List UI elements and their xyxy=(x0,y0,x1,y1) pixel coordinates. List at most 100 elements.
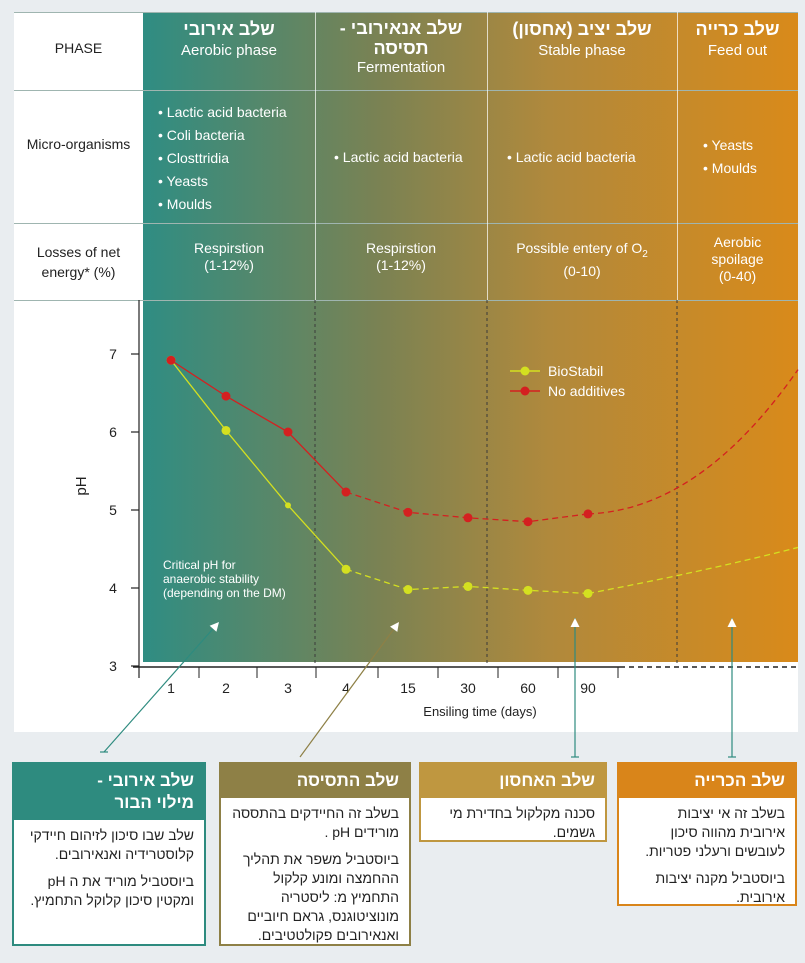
phase-box-body: שלב שבו סיכון לזיהום חיידקי קלוסטרידיה ו… xyxy=(14,820,204,924)
loss-label: Respirstion xyxy=(365,240,437,256)
loss-range: (0-40) xyxy=(718,268,757,284)
critical-ph-annotation: (depending on the DM) xyxy=(163,586,286,600)
loss-range: (1-12%) xyxy=(204,257,254,273)
y-tick-label: 5 xyxy=(109,502,117,518)
micro-item: • Moulds xyxy=(158,196,212,212)
phase-title-en: Aerobic phase xyxy=(181,42,277,59)
series-line-biostabil xyxy=(170,359,347,570)
phase-box-title-line2: מילוי הבור xyxy=(114,793,194,812)
data-point xyxy=(403,585,413,595)
column-divider xyxy=(315,12,316,300)
phase-title-he: שלב כרייה xyxy=(695,19,780,39)
y-tick-label: 7 xyxy=(109,346,117,362)
arrow-head xyxy=(209,622,219,632)
phase-box-text: שלב שבו סיכון לזיהום חיידקי קלוסטרידיה ו… xyxy=(29,827,194,862)
x-tick-label: 3 xyxy=(284,680,292,696)
table-border-top xyxy=(14,12,798,13)
phase-title-he: שלב יציב (אחסון) xyxy=(512,19,652,39)
arrow-aerobic xyxy=(103,621,220,753)
x-tick-label: 15 xyxy=(400,680,416,696)
x-tick-label: 1 xyxy=(167,680,175,696)
phase-title-he-line2: תסיסה xyxy=(373,38,429,58)
phase-box-text: ביוסטביל מוריד את ה pH ומקטין סיכון קלוק… xyxy=(30,873,194,908)
phase-title-he: שלב אירובי xyxy=(183,19,275,39)
phase-box-aerobic: שלב אירובי - מילוי הבור שלב שבו סיכון לז… xyxy=(12,762,206,946)
y-tick-label: 3 xyxy=(109,658,117,674)
row-label-losses-line2: energy* (%) xyxy=(41,264,116,280)
phase-box-body: בשלב זה אי יציבות אירובית מהווה סיכון לע… xyxy=(619,798,795,921)
column-divider xyxy=(677,12,678,300)
loss-label-text: Possible entery of O xyxy=(516,240,643,256)
phase-box-fermentation: שלב התסיסה בשלב זה החיידקים בהתססה מוריד… xyxy=(219,762,411,946)
data-point xyxy=(403,507,413,517)
phase-title-en: Fermentation xyxy=(356,59,446,76)
phase-box-text: בשלב זה אי יציבות אירובית מהווה סיכון לע… xyxy=(645,805,785,859)
series-continuation xyxy=(587,369,799,515)
loss-label-line2: spoilage xyxy=(711,251,764,267)
micro-item: • Lactic acid bacteria xyxy=(334,149,463,165)
y-axis-label: pH xyxy=(73,476,90,495)
phase-box-feed-out: שלב הכרייה בשלב זה אי יציבות אירובית מהו… xyxy=(617,762,797,906)
critical-ph-annotation: Critical pH for xyxy=(163,558,236,572)
y-tick-label: 4 xyxy=(109,580,117,596)
phase-title-en: Feed out xyxy=(707,42,768,59)
row-divider xyxy=(14,90,798,91)
micro-item: • Lactic acid bacteria xyxy=(507,149,636,165)
x-tick-label: 2 xyxy=(222,680,230,696)
phase-box-title-line1: שלב אירובי - xyxy=(97,771,194,790)
phase-header-fermentation: שלב אנאירובי - תסיסה Fermentation xyxy=(315,18,487,78)
micro-list-fermentation: • Lactic acid bacteria xyxy=(334,146,463,169)
row-label-losses-line1: Losses of net xyxy=(36,244,121,260)
phase-header-stable: שלב יציב (אחסון) Stable phase xyxy=(487,18,677,62)
loss-label: Respirstion xyxy=(193,240,265,256)
series-continuation xyxy=(587,546,799,595)
row-divider xyxy=(14,223,798,224)
data-point xyxy=(341,487,351,497)
data-point xyxy=(166,355,176,365)
x-tick-label: 4 xyxy=(342,680,350,696)
legend-swatch-dot xyxy=(520,366,530,376)
data-point xyxy=(221,391,231,401)
micro-list-feed-out: • Yeasts • Moulds xyxy=(703,134,757,180)
phase-box-text: ביוסטביל מקנה יציבות אירובית. xyxy=(655,870,785,905)
phase-header-feed-out: שלב כרייה Feed out xyxy=(677,18,798,62)
column-divider xyxy=(487,12,488,300)
data-point xyxy=(283,427,293,437)
micro-item: • Closttridia xyxy=(158,150,230,166)
phase-box-text: בשלב זה החיידקים בהתססה מורידים pH . xyxy=(232,805,399,840)
y-tick-label: 6 xyxy=(109,424,117,440)
x-tick-label: 60 xyxy=(520,680,536,696)
legend-label: No additives xyxy=(548,383,625,399)
x-tick-label: 90 xyxy=(580,680,596,696)
data-point xyxy=(523,517,533,527)
micro-item: • Yeasts xyxy=(158,173,209,189)
arrow-fermentation xyxy=(299,621,400,758)
phase-box-body: בשלב זה החיידקים בהתססה מורידים pH . ביו… xyxy=(221,798,409,959)
phase-box-title: שלב האחסון xyxy=(421,764,605,798)
loss-label: Aerobic xyxy=(713,234,762,250)
phase-box-text: סכנה מקלקול בחדירת מי גשמים. xyxy=(449,805,595,840)
data-point xyxy=(463,513,473,523)
row-label-micro-organisms: Micro-organisms xyxy=(26,136,131,152)
loss-range: (1-12%) xyxy=(376,257,426,273)
data-point xyxy=(583,509,593,519)
loss-aerobic: Respirstion (1-12%) xyxy=(143,240,315,274)
data-point xyxy=(221,425,231,435)
loss-range: (0-10) xyxy=(563,262,601,279)
loss-label: Possible entery of O2 xyxy=(487,240,677,263)
data-point xyxy=(523,585,533,595)
phase-box-stable: שלב האחסון סכנה מקלקול בחדירת מי גשמים. xyxy=(419,762,607,842)
row-label-losses: Losses of net energy* (%) xyxy=(14,242,143,282)
arrow-head xyxy=(727,618,737,627)
data-point xyxy=(285,502,291,509)
data-point xyxy=(463,581,473,591)
micro-item: • Yeasts xyxy=(703,137,754,153)
micro-list-stable: • Lactic acid bacteria xyxy=(507,146,636,169)
row-label-phase: PHASE xyxy=(54,40,103,56)
x-axis-label: Ensiling time (days) xyxy=(423,704,536,719)
micro-item: • Lactic acid bacteria xyxy=(158,104,287,120)
phase-box-title: שלב הכרייה xyxy=(619,764,795,798)
legend-label: BioStabil xyxy=(548,363,603,379)
phase-gradient-background xyxy=(143,12,798,662)
